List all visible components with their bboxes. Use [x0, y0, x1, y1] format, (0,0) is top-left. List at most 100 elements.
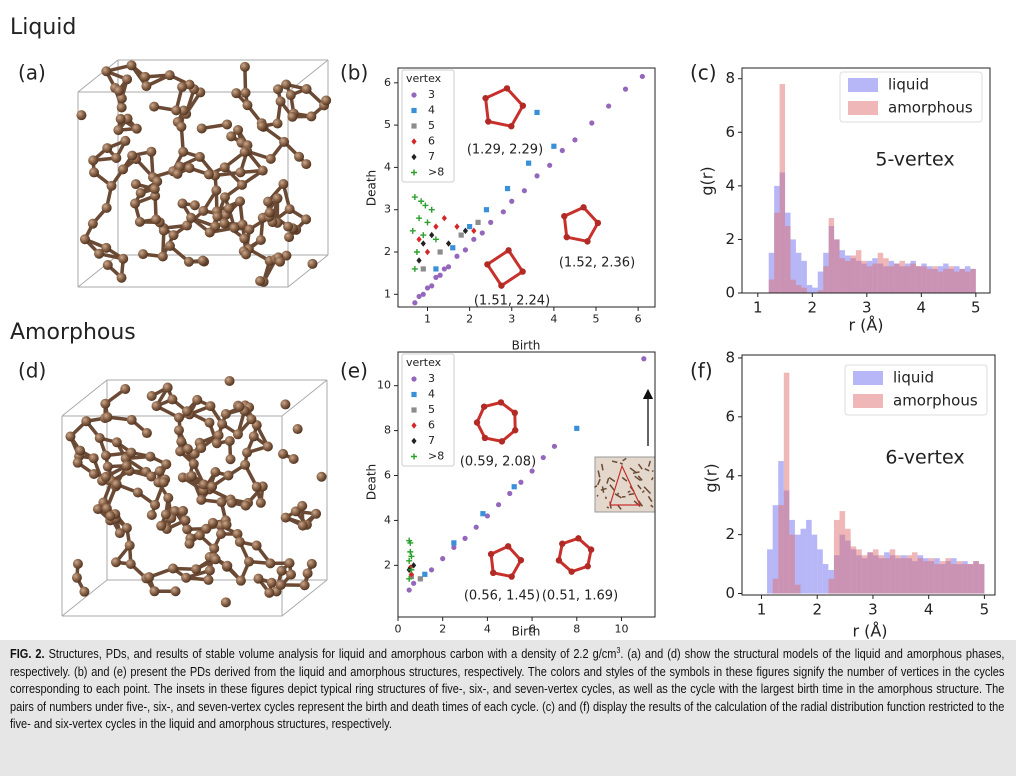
atom [177, 82, 188, 93]
ring-inset [483, 86, 525, 128]
box-edge [287, 254, 329, 288]
inset-bond [643, 486, 652, 495]
y-axis-label: g(r) [702, 463, 721, 492]
atom [110, 557, 121, 568]
atom [234, 401, 245, 412]
atom [235, 575, 246, 586]
atom [255, 497, 266, 508]
plot-frame [741, 354, 996, 596]
inset-bond [597, 470, 601, 478]
ring-atom [505, 247, 512, 254]
x-tick-label: 4 [484, 623, 491, 636]
atom [275, 579, 286, 590]
hist-bar [783, 372, 790, 594]
atom [232, 528, 243, 539]
hist-bar [850, 546, 857, 594]
point [411, 580, 417, 586]
legend-title: vertex [406, 72, 442, 85]
x-tick-label: 2 [808, 299, 818, 317]
x-tick-label: 10 [614, 623, 628, 636]
atom [281, 79, 292, 90]
atom [239, 61, 250, 72]
legend-marker [411, 138, 417, 145]
hist-bar [790, 279, 796, 293]
hist-bar [768, 252, 775, 293]
annotation: (0.56, 1.45) [464, 589, 540, 604]
legend-label: amorphous [893, 392, 978, 410]
legend-label: 7 [428, 150, 435, 163]
atom [94, 248, 105, 259]
ring-atom [498, 438, 506, 445]
hist-bar [915, 266, 922, 293]
inset-bond [644, 468, 650, 472]
box-edge [61, 579, 108, 617]
inset-bond [647, 460, 652, 467]
hist-bar [790, 239, 796, 293]
x-tick-label: 1 [753, 299, 763, 317]
atom [207, 517, 218, 528]
x-tick-label: 8 [573, 623, 580, 636]
legend-label: liquid [893, 369, 934, 387]
legend-label: >8 [428, 450, 444, 463]
atom [126, 60, 137, 71]
atom [201, 523, 212, 534]
y-tick-label: 6 [384, 469, 391, 482]
point [406, 557, 413, 564]
hist-bar [850, 255, 856, 293]
hist-bar [845, 528, 851, 594]
atom [288, 453, 299, 464]
point [454, 223, 460, 230]
caption-text: Structures, PDs, and results of stable v… [48, 647, 617, 661]
atom [101, 503, 112, 514]
ring-atom [498, 282, 505, 289]
atom [211, 438, 222, 449]
hist-bar [895, 555, 901, 594]
atom [229, 222, 240, 233]
hist-bar [934, 564, 940, 594]
inset-bond [597, 478, 601, 486]
box-edge [281, 379, 328, 417]
ring-atom [473, 419, 481, 426]
atom [101, 66, 112, 77]
point [509, 198, 515, 204]
point [572, 137, 578, 143]
hist-bar [956, 561, 963, 594]
legend-patch [853, 371, 883, 385]
x-tick-label: 1 [757, 601, 767, 619]
point [462, 247, 469, 253]
atom [106, 180, 117, 191]
inset-bond [647, 495, 653, 503]
ring-atom [580, 204, 587, 211]
ring-atom [559, 540, 566, 547]
atom [275, 96, 286, 107]
point [495, 502, 502, 508]
atom [255, 276, 266, 287]
point [622, 86, 629, 92]
point [411, 194, 418, 201]
hist-bar [948, 266, 955, 293]
atom [204, 227, 215, 238]
atom [239, 233, 250, 244]
ring-atom [490, 569, 497, 577]
atom [94, 433, 105, 444]
hist-bar [833, 519, 840, 594]
legend-marker [411, 422, 417, 429]
point [408, 553, 415, 560]
y-tick-label: 8 [725, 69, 735, 87]
box-edge [77, 59, 119, 93]
x-tick-label: 5 [971, 299, 981, 317]
inset-bond [627, 490, 631, 494]
point [420, 291, 426, 297]
y-tick-label: 0 [725, 584, 735, 602]
point [507, 490, 513, 497]
point [467, 224, 473, 230]
point [511, 484, 517, 490]
inset-bond [619, 462, 623, 465]
y-tick-label: 2 [725, 230, 735, 248]
atom [207, 481, 218, 492]
legend-marker [411, 92, 417, 98]
hist-bar [883, 258, 889, 293]
legend-patch [848, 78, 878, 92]
atom [251, 540, 262, 551]
x-axis-label: r (Å) [848, 316, 883, 335]
